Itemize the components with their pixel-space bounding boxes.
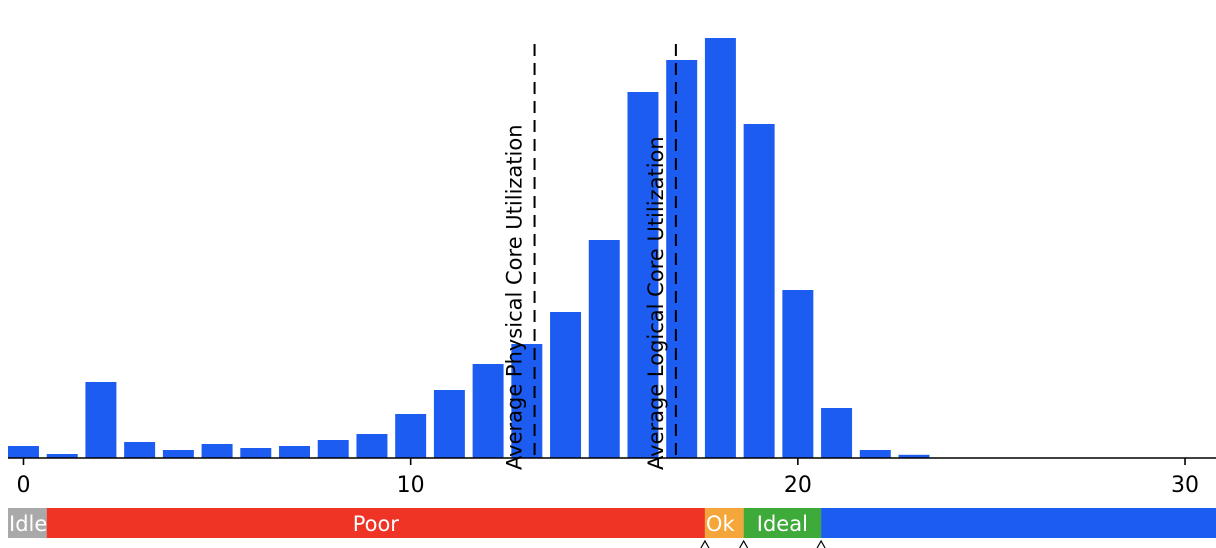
bar-18 (704, 38, 736, 458)
x-tick-label-20: 20 (784, 473, 812, 498)
bar-2 (85, 382, 117, 458)
bar-9 (356, 434, 388, 458)
bar-20 (782, 290, 814, 458)
x-axis-ticks: 0 10 20 30 (16, 458, 1199, 498)
band-segment-4 (821, 508, 1216, 538)
bar-6 (240, 448, 272, 458)
band-segment-2 (704, 508, 744, 538)
reference-line-label-0: Average Physical Core Utilization (503, 124, 527, 470)
reference-line-label-1: Average Logical Core Utilization (644, 136, 668, 470)
x-tick-label-30: 30 (1171, 473, 1199, 498)
bar-11 (433, 390, 465, 458)
bar-21 (821, 408, 853, 458)
x-tick-label-10: 10 (397, 473, 425, 498)
reference-lines-group: Average Physical Core Utilization Average… (503, 44, 677, 470)
bar-17 (666, 60, 698, 458)
band-label-2: Ok (706, 512, 736, 536)
bar-22 (859, 450, 891, 458)
bar-0 (8, 446, 39, 458)
bar-7 (279, 446, 310, 458)
bar-1 (46, 454, 78, 458)
bar-13 (511, 344, 543, 458)
bar-3 (124, 442, 156, 458)
bar-12 (472, 364, 504, 458)
band-segment-0 (8, 508, 47, 538)
bars-group (8, 38, 930, 458)
bar-16 (627, 92, 659, 458)
x-tick-label-0: 0 (16, 473, 30, 498)
bar-10 (395, 414, 427, 458)
band-segment-3 (743, 508, 822, 538)
band-label-0: Idle (9, 512, 47, 536)
band-boundary-marker-2 (816, 539, 826, 548)
band-boundary-marker-0 (700, 539, 710, 548)
bar-5 (201, 444, 233, 458)
band-boundary-marker-1 (739, 539, 749, 548)
band-segment-1 (46, 508, 705, 538)
band-label-3: Ideal (757, 512, 808, 536)
bar-4 (162, 450, 194, 458)
bar-15 (588, 240, 620, 458)
bar-23 (898, 454, 930, 458)
bar-19 (743, 124, 775, 458)
bar-8 (317, 440, 349, 458)
bar-14 (550, 312, 582, 458)
band-label-1: Poor (353, 512, 400, 536)
utilization-band: Idle Poor Ok Ideal (8, 508, 1216, 548)
